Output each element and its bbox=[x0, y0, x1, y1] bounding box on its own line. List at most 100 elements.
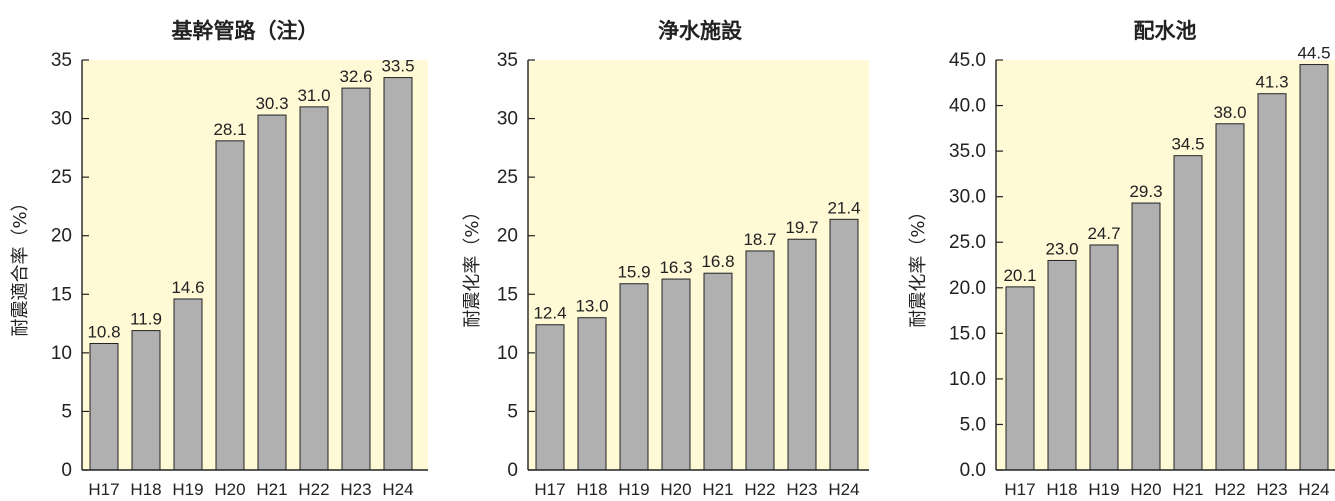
y-tick-label: 20 bbox=[51, 226, 72, 247]
bar bbox=[1173, 155, 1203, 471]
bar bbox=[577, 317, 607, 471]
y-tick-label: 30 bbox=[497, 109, 518, 130]
bar bbox=[1131, 202, 1161, 471]
bar bbox=[1215, 123, 1245, 471]
y-tick-label: 5 bbox=[61, 401, 72, 422]
data-label: 34.5 bbox=[1171, 135, 1204, 154]
x-tick-label: H18 bbox=[576, 480, 607, 499]
y-tick-label: 35 bbox=[51, 50, 72, 71]
y-tick-label: 0.0 bbox=[960, 460, 986, 481]
bar bbox=[703, 272, 733, 471]
x-tick-label: H24 bbox=[828, 480, 859, 499]
y-tick-label: 45.0 bbox=[949, 50, 986, 71]
x-tick-label: H19 bbox=[1088, 480, 1119, 499]
y-tick-label: 0 bbox=[61, 460, 72, 481]
data-label: 12.4 bbox=[533, 304, 566, 323]
bar bbox=[1005, 286, 1035, 471]
data-label: 11.9 bbox=[130, 310, 162, 329]
data-label: 18.7 bbox=[743, 230, 776, 249]
x-tick-label: H23 bbox=[1256, 480, 1287, 499]
data-label: 21.4 bbox=[827, 198, 860, 217]
data-label: 14.6 bbox=[171, 278, 204, 297]
data-label: 13.0 bbox=[575, 297, 608, 316]
x-tick-label: H18 bbox=[130, 480, 161, 499]
x-tick-label: H17 bbox=[1004, 480, 1035, 499]
data-label: 31.0 bbox=[297, 86, 330, 105]
y-tick-label: 15.0 bbox=[949, 323, 986, 344]
y-tick-label: 10 bbox=[497, 343, 518, 364]
bar bbox=[787, 238, 817, 471]
y-tick-label: 5.0 bbox=[960, 414, 986, 435]
y-tick-label: 30 bbox=[51, 109, 72, 130]
x-tick-label: H20 bbox=[660, 480, 691, 499]
data-label: 24.7 bbox=[1087, 224, 1120, 243]
bar bbox=[1047, 259, 1077, 471]
bar bbox=[383, 77, 413, 471]
y-tick-label: 15 bbox=[51, 284, 72, 305]
y-tick-label: 30.0 bbox=[949, 187, 986, 208]
data-label: 28.1 bbox=[213, 120, 246, 139]
bar bbox=[745, 250, 775, 471]
x-tick-label: H24 bbox=[1298, 480, 1329, 499]
x-tick-label: H20 bbox=[214, 480, 245, 499]
data-label: 10.8 bbox=[87, 322, 120, 341]
data-label: 15.9 bbox=[617, 263, 650, 282]
bar bbox=[215, 140, 245, 471]
chart-title: 浄水施設 bbox=[658, 19, 743, 43]
data-label: 20.1 bbox=[1003, 266, 1036, 285]
x-tick-label: H21 bbox=[256, 480, 287, 499]
chart-title: 基幹管路（注） bbox=[172, 19, 319, 43]
y-axis-label: 耐震化率（%） bbox=[908, 202, 929, 327]
y-tick-label: 15 bbox=[497, 284, 518, 305]
x-tick-label: H24 bbox=[382, 480, 413, 499]
bar bbox=[131, 330, 161, 471]
y-tick-label: 0 bbox=[507, 460, 518, 481]
bar bbox=[341, 87, 371, 471]
y-tick-label: 25 bbox=[51, 167, 72, 188]
x-tick-label: H19 bbox=[618, 480, 649, 499]
y-tick-label: 10 bbox=[51, 343, 72, 364]
y-tick-label: 35 bbox=[497, 50, 518, 71]
y-tick-label: 5 bbox=[507, 401, 518, 422]
chart-title: 配水池 bbox=[1134, 19, 1197, 43]
x-tick-label: H22 bbox=[298, 480, 329, 499]
bar bbox=[619, 283, 649, 471]
y-tick-label: 20 bbox=[497, 226, 518, 247]
x-tick-label: H23 bbox=[786, 480, 817, 499]
data-label: 16.3 bbox=[659, 258, 692, 277]
bar bbox=[829, 218, 859, 471]
data-label: 32.6 bbox=[339, 67, 372, 86]
data-label: 19.7 bbox=[785, 218, 818, 237]
y-axis-label: 耐震適合率（%） bbox=[10, 193, 31, 336]
data-label: 33.5 bbox=[381, 57, 414, 76]
x-tick-label: H21 bbox=[1172, 480, 1203, 499]
x-tick-label: H22 bbox=[744, 480, 775, 499]
y-tick-label: 10.0 bbox=[949, 369, 986, 390]
data-label: 23.0 bbox=[1045, 239, 1078, 258]
x-tick-label: H21 bbox=[702, 480, 733, 499]
y-tick-label: 25 bbox=[497, 167, 518, 188]
x-tick-label: H17 bbox=[88, 480, 119, 499]
y-tick-label: 20.0 bbox=[949, 278, 986, 299]
data-label: 38.0 bbox=[1213, 103, 1246, 122]
y-tick-label: 25.0 bbox=[949, 232, 986, 253]
x-tick-label: H18 bbox=[1046, 480, 1077, 499]
data-label: 44.5 bbox=[1297, 44, 1330, 63]
bar bbox=[1299, 64, 1329, 471]
x-tick-label: H22 bbox=[1214, 480, 1245, 499]
data-label: 41.3 bbox=[1255, 73, 1288, 92]
bar bbox=[89, 342, 119, 471]
bar bbox=[173, 298, 203, 471]
chart-1: 基幹管路（注） 耐震適合率（%） 0 5 10 15 20 25 30 35 10.8 H17 11.9… bbox=[10, 19, 428, 499]
bar bbox=[299, 106, 329, 471]
y-axis-label: 耐震化率（%） bbox=[462, 202, 483, 327]
data-label: 16.8 bbox=[701, 252, 734, 271]
data-label: 29.3 bbox=[1129, 182, 1162, 201]
y-tick-label: 35.0 bbox=[949, 141, 986, 162]
x-tick-label: H19 bbox=[172, 480, 203, 499]
x-tick-label: H17 bbox=[534, 480, 565, 499]
x-tick-label: H23 bbox=[340, 480, 371, 499]
y-tick-label: 40.0 bbox=[949, 96, 986, 117]
bar bbox=[661, 278, 691, 471]
